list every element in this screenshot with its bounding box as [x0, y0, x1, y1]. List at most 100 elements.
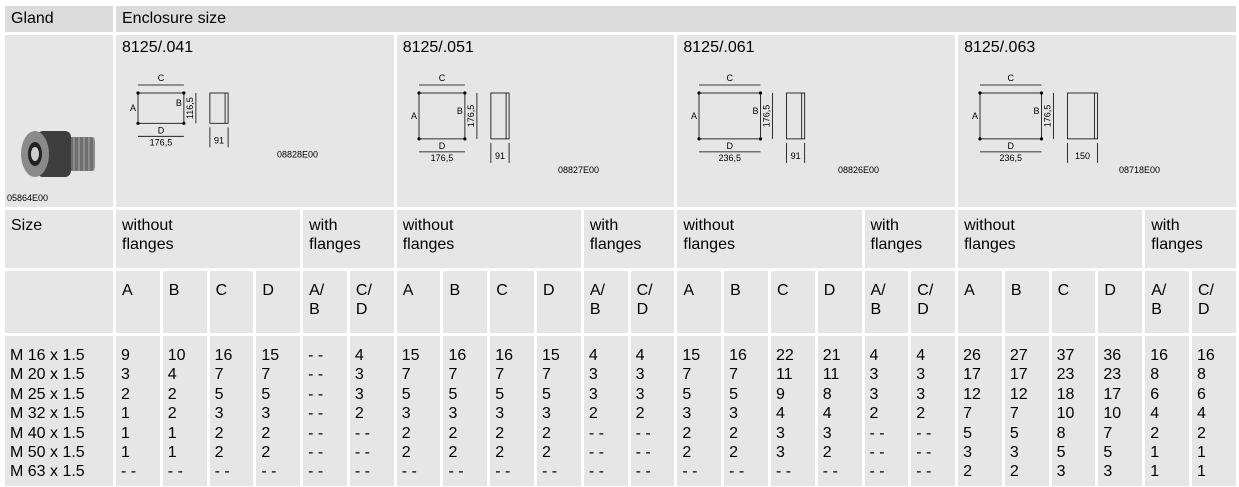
- size-value: M 25 x 1.5: [10, 385, 85, 403]
- value: 16: [214, 347, 233, 364]
- corner: [1039, 137, 1044, 141]
- value: 7: [963, 405, 972, 423]
- dim-value: 176,5: [150, 137, 173, 147]
- group-label: without flanges: [683, 217, 735, 253]
- value: - -: [308, 463, 324, 481]
- value: 10: [1103, 405, 1122, 423]
- value: 4: [1196, 405, 1206, 423]
- value: 2: [401, 424, 411, 442]
- value: 2: [261, 424, 271, 442]
- value: 12: [963, 385, 981, 403]
- value: 3: [588, 366, 598, 384]
- dim-label: C: [158, 73, 165, 83]
- empty-cell: [5, 271, 113, 333]
- value: - -: [635, 424, 651, 442]
- column-cell: C/ D: [911, 271, 956, 333]
- drawing-row: 05864E00 8125/.041 C A B 116,5 D 176,5 91 08828E0…: [5, 35, 1236, 207]
- value-column: 16 8 6 4 2 1 1: [1191, 336, 1236, 486]
- value: 3: [682, 405, 692, 423]
- value: - -: [869, 424, 885, 442]
- column-label: C/ D: [1197, 282, 1214, 318]
- value-column: 22 11 9 4 3 3- -: [770, 336, 815, 486]
- side-view: [490, 92, 510, 140]
- value: 7: [261, 366, 271, 384]
- dim-label: D: [1008, 141, 1015, 151]
- column-label: C: [1057, 282, 1070, 299]
- group-label: without flanges: [122, 217, 174, 253]
- value: 4: [775, 405, 785, 423]
- value: 3: [916, 366, 926, 384]
- value: 2: [729, 424, 739, 442]
- value: 5: [542, 385, 551, 403]
- value: 4: [635, 347, 645, 364]
- value-column: 36 23 17 10 7 5 3: [1098, 336, 1143, 486]
- value: - -: [682, 463, 698, 481]
- value: 2: [588, 405, 598, 423]
- value: 27: [1009, 347, 1028, 364]
- value: - -: [916, 463, 932, 481]
- column-cell: A: [677, 271, 722, 333]
- value: 15: [261, 347, 280, 364]
- dim-value: 91: [214, 135, 224, 145]
- value: - -: [308, 405, 324, 423]
- dim-label: B: [457, 106, 463, 116]
- corner: [978, 137, 982, 141]
- drawing-code: 08718E00: [1119, 165, 1160, 175]
- value-column: 16 8 6 4 2 1 1: [1145, 336, 1189, 486]
- enclosure-drawing: C A B 176,5 D 236,5 91 08826E00: [691, 73, 879, 175]
- column-label: B: [168, 282, 180, 299]
- value: 18: [1056, 385, 1075, 403]
- value-column: 27 17 12 7 5 3 2: [1004, 336, 1049, 486]
- value-column: 15 7 5 3 2 2- -: [396, 336, 441, 486]
- value-column: 10 4 2 2 1 1- -: [162, 336, 207, 486]
- value: 17: [1009, 366, 1028, 384]
- corner: [462, 91, 467, 95]
- corner: [182, 91, 186, 95]
- value: - -: [635, 463, 651, 481]
- value: 5: [1103, 444, 1113, 462]
- value: 1: [1150, 444, 1160, 462]
- dim-label: A: [130, 103, 136, 113]
- value: - -: [542, 463, 558, 481]
- column-cell: B: [443, 271, 488, 333]
- value: 3: [775, 424, 785, 442]
- value: 5: [729, 385, 739, 403]
- column-label: C/ D: [355, 282, 372, 318]
- column-cell: A: [396, 271, 441, 333]
- dim-label: A: [691, 111, 697, 121]
- value: 2: [729, 444, 739, 462]
- corner: [417, 91, 421, 95]
- dim-label: D: [158, 125, 165, 135]
- value: - -: [354, 444, 371, 462]
- value: 2: [167, 385, 177, 403]
- value: 15: [682, 347, 701, 364]
- value: 5: [401, 385, 411, 403]
- size-value: M 63 x 1.5: [10, 463, 85, 481]
- enclosure-name: 8125/.061: [683, 39, 755, 56]
- column-cell: D: [537, 271, 581, 333]
- value: 2: [635, 405, 645, 423]
- value: - -: [869, 444, 885, 462]
- dim-label: C: [438, 73, 445, 83]
- value: 7: [682, 366, 692, 384]
- value: 1: [121, 424, 130, 442]
- value: 16: [729, 347, 747, 364]
- value: 3: [635, 366, 645, 384]
- enclosure-name: 8125/.041: [122, 39, 194, 56]
- column-cell: A: [116, 271, 160, 333]
- value: 7: [1009, 405, 1019, 423]
- column-label: D: [543, 282, 555, 299]
- drawing-code: 08828E00: [277, 149, 318, 159]
- value: 3: [635, 385, 645, 403]
- value-column: 16 7 5 3 2 2- -: [490, 336, 535, 486]
- dim-value: 236,5: [1000, 153, 1023, 163]
- column-cell: C/ D: [349, 271, 394, 333]
- value: 37: [1056, 347, 1075, 364]
- column-label: C/ D: [917, 282, 934, 318]
- enclosure-name: 8125/.063: [964, 39, 1036, 56]
- value: 7: [1103, 424, 1113, 442]
- group-label: with flanges: [1151, 217, 1203, 253]
- value: 2: [1009, 463, 1019, 481]
- value: 1: [121, 444, 130, 462]
- value: 9: [775, 385, 785, 403]
